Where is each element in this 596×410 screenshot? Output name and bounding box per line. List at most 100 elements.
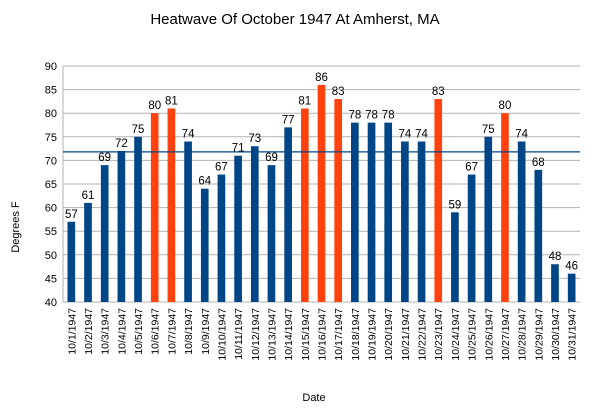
x-tick-label: 10/28/1947 bbox=[517, 308, 529, 361]
y-tick-label: 80 bbox=[45, 108, 57, 120]
x-tick-label: 10/6/1947 bbox=[150, 308, 162, 355]
bar bbox=[517, 141, 526, 302]
bar bbox=[551, 264, 559, 302]
y-tick-label: 60 bbox=[45, 203, 57, 215]
bar-highlight bbox=[300, 108, 309, 302]
bar bbox=[117, 150, 126, 302]
data-label: 57 bbox=[65, 209, 78, 221]
bar-highlight bbox=[501, 113, 509, 302]
y-tick-label: 40 bbox=[45, 297, 57, 309]
bar bbox=[384, 122, 393, 302]
data-label: 67 bbox=[215, 162, 228, 174]
bar bbox=[534, 169, 543, 302]
x-axis-label: Date bbox=[302, 392, 325, 404]
bars bbox=[67, 84, 576, 302]
data-label: 46 bbox=[565, 261, 578, 273]
x-tick-label: 10/27/1947 bbox=[500, 308, 512, 361]
x-tick-label: 10/16/1947 bbox=[317, 308, 329, 361]
data-label: 72 bbox=[115, 138, 128, 150]
y-axis-label: Degrees F bbox=[10, 201, 22, 253]
bar bbox=[284, 127, 292, 302]
bar bbox=[451, 212, 459, 302]
x-tick-label: 10/11/1947 bbox=[233, 308, 245, 360]
x-tick-label: 10/10/1947 bbox=[216, 308, 228, 361]
data-label: 78 bbox=[365, 110, 378, 122]
bar bbox=[67, 221, 76, 302]
bar bbox=[200, 188, 209, 302]
bar bbox=[467, 174, 476, 302]
bar bbox=[184, 141, 192, 302]
x-tick-label: 10/30/1947 bbox=[550, 308, 562, 361]
data-label: 78 bbox=[348, 110, 361, 122]
x-tick-label: 10/29/1947 bbox=[533, 308, 545, 361]
data-label: 80 bbox=[148, 100, 161, 112]
x-tick-label: 10/13/1947 bbox=[266, 308, 278, 361]
data-label: 61 bbox=[82, 190, 95, 202]
data-label: 86 bbox=[315, 72, 328, 84]
data-label: 74 bbox=[515, 129, 528, 141]
y-tick-label: 65 bbox=[45, 179, 57, 191]
y-tick-label: 55 bbox=[45, 226, 57, 238]
x-tick-label: 10/4/1947 bbox=[116, 308, 128, 355]
bar bbox=[484, 136, 493, 302]
data-label: 74 bbox=[415, 129, 428, 141]
data-label: 69 bbox=[265, 152, 278, 164]
x-tick-label: 10/23/1947 bbox=[433, 308, 445, 361]
x-tick-label: 10/19/1947 bbox=[367, 308, 379, 361]
bar bbox=[351, 122, 359, 302]
x-tick-label: 10/21/1947 bbox=[400, 308, 412, 361]
x-tick-label: 10/24/1947 bbox=[450, 308, 462, 361]
data-label: 78 bbox=[382, 110, 395, 122]
chart-title: Heatwave Of October 1947 At Amherst, MA bbox=[150, 11, 439, 28]
data-label: 81 bbox=[165, 95, 178, 107]
bar-highlight bbox=[167, 108, 176, 302]
bar bbox=[401, 141, 409, 302]
x-tick-label: 10/3/1947 bbox=[100, 308, 112, 355]
y-tick-label: 50 bbox=[45, 250, 57, 262]
bar bbox=[217, 174, 226, 302]
bar bbox=[84, 202, 92, 302]
x-tick-label: 10/14/1947 bbox=[283, 308, 295, 361]
bar-highlight bbox=[334, 99, 343, 302]
x-tick-label: 10/18/1947 bbox=[350, 308, 362, 361]
bar bbox=[134, 136, 142, 302]
bar-highlight bbox=[150, 113, 159, 302]
data-label: 75 bbox=[132, 124, 145, 136]
data-label: 77 bbox=[282, 114, 295, 126]
x-tick-label: 10/31/1947 bbox=[567, 308, 579, 361]
data-label: 74 bbox=[398, 129, 411, 141]
y-tick-labels: 40 45 50 55 60 65 70 75 80 85 90 bbox=[45, 61, 57, 309]
bar bbox=[250, 146, 259, 302]
bar bbox=[367, 122, 376, 302]
bar bbox=[234, 155, 242, 302]
data-label: 59 bbox=[449, 199, 462, 211]
bar-highlight bbox=[317, 84, 326, 302]
x-tick-label: 10/22/1947 bbox=[417, 308, 429, 361]
x-tick-label: 10/2/1947 bbox=[83, 308, 95, 355]
data-label: 67 bbox=[465, 162, 478, 174]
data-label: 75 bbox=[482, 124, 495, 136]
x-tick-label: 10/8/1947 bbox=[183, 308, 195, 355]
x-tick-label: 10/17/1947 bbox=[333, 308, 345, 361]
x-tick-label: 10/15/1947 bbox=[300, 308, 312, 361]
y-tick-label: 45 bbox=[45, 273, 57, 285]
bar-highlight bbox=[434, 99, 443, 302]
data-label: 83 bbox=[332, 86, 345, 98]
bar bbox=[417, 141, 426, 302]
x-tick-labels: 10/1/1947 10/2/1947 10/3/1947 10/4/1947 10/5… bbox=[66, 308, 578, 361]
x-tick-label: 10/1/1947 bbox=[66, 308, 78, 355]
data-label: 68 bbox=[532, 157, 545, 169]
y-tick-label: 75 bbox=[45, 132, 57, 144]
x-tick-label: 10/12/1947 bbox=[250, 308, 262, 361]
y-tick-label: 85 bbox=[45, 85, 57, 97]
data-label: 74 bbox=[182, 129, 195, 141]
data-label: 71 bbox=[232, 143, 245, 155]
bar bbox=[267, 165, 276, 302]
data-label: 69 bbox=[98, 152, 111, 164]
x-tick-label: 10/20/1947 bbox=[383, 308, 395, 361]
y-tick-label: 90 bbox=[45, 61, 57, 73]
data-label: 48 bbox=[549, 251, 562, 263]
y-tick-label: 70 bbox=[45, 155, 57, 167]
